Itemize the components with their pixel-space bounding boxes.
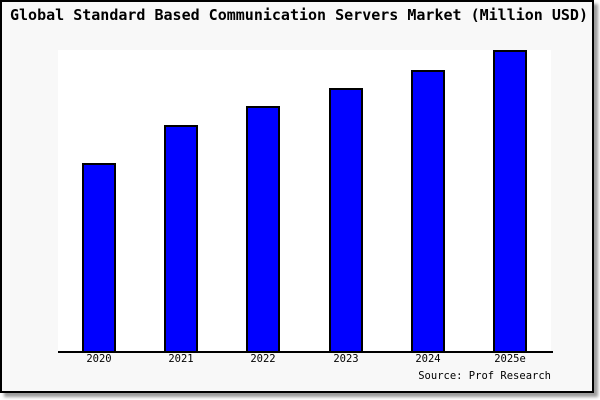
bar-2023 — [329, 88, 363, 351]
x-tick-label-2023: 2023 — [333, 353, 359, 365]
x-tick-label-2021: 2021 — [168, 353, 194, 365]
bar-2025e — [493, 50, 527, 351]
source-label: Source: Prof Research — [418, 370, 551, 382]
x-tick-label-2025e: 2025e — [494, 353, 526, 365]
bar-2020 — [82, 163, 116, 351]
x-axis-line — [58, 351, 553, 353]
x-tick-label-2022: 2022 — [250, 353, 276, 365]
chart-title: Global Standard Based Communication Serv… — [10, 6, 588, 24]
bar-2021 — [164, 125, 198, 351]
bar-2024 — [411, 70, 445, 351]
x-tick-label-2024: 2024 — [415, 353, 441, 365]
x-tick-label-2020: 2020 — [86, 353, 112, 365]
bar-2022 — [246, 106, 280, 351]
plot-area — [58, 50, 551, 351]
